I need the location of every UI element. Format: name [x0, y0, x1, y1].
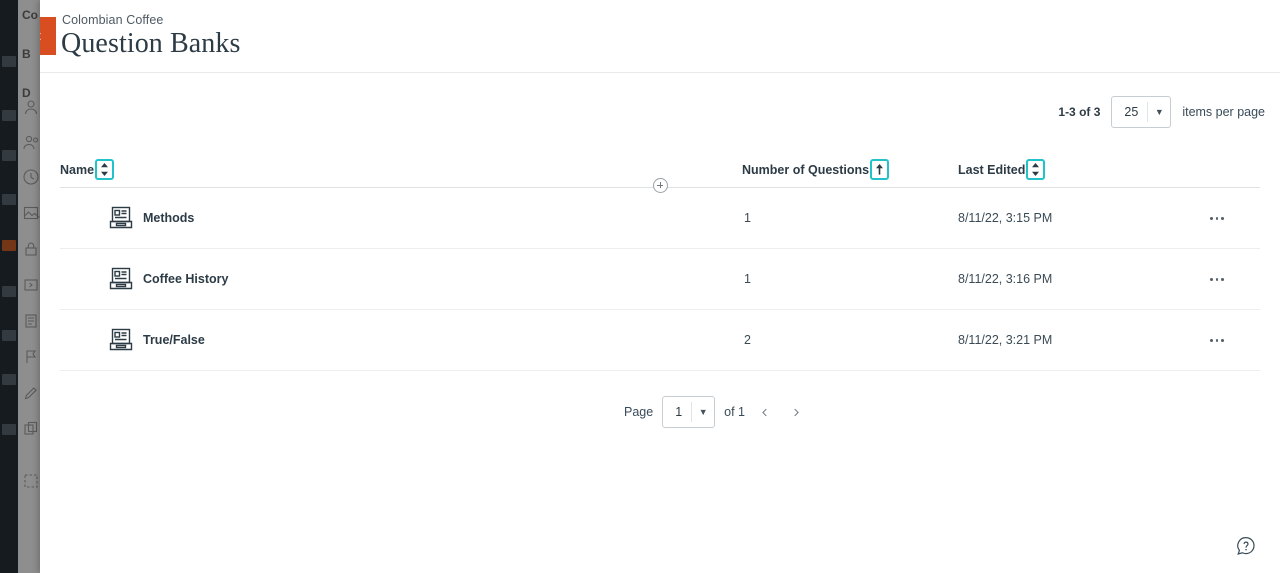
bank-last-edited: 8/11/22, 3:16 PM	[958, 272, 1053, 286]
page-label: Page	[624, 405, 654, 419]
page-total-label: of 1	[724, 405, 746, 419]
document-icon[interactable]	[22, 312, 40, 330]
column-header-number-of-questions: Number of Questions	[742, 159, 890, 180]
chevron-right-icon	[794, 408, 799, 416]
kebab-menu-icon[interactable]	[1204, 329, 1230, 351]
column-header-name: Name	[60, 159, 115, 180]
bank-question-count: 2	[744, 333, 751, 347]
sort-both-icon	[101, 163, 109, 176]
next-page-button[interactable]	[785, 401, 807, 423]
rail-glyph-inbox[interactable]	[2, 240, 16, 251]
help-question-icon	[1237, 536, 1255, 555]
breadcrumb-course-name: Colombian Coffee	[62, 13, 164, 27]
bank-name: Coffee History	[143, 272, 229, 286]
bank-last-edited: 8/11/22, 3:15 PM	[958, 211, 1053, 225]
flag-icon[interactable]	[22, 348, 40, 366]
question-banks-tray: × Colombian Coffee Question Banks 1-3 of…	[40, 0, 1280, 573]
people-icon[interactable]	[22, 133, 40, 151]
clock-icon[interactable]	[22, 168, 40, 186]
course-navigation-panel[interactable]: Co B D	[18, 0, 40, 573]
page-number-select[interactable]: 1 ▼	[662, 396, 716, 428]
page-number-value: 1	[675, 405, 683, 419]
question-bank-icon	[108, 266, 134, 292]
items-per-page-label: items per page	[1182, 105, 1265, 119]
chevron-left-icon	[762, 408, 767, 416]
close-tray-button[interactable]: ×	[40, 17, 56, 55]
items-range-label: 1-3 of 3	[1058, 105, 1101, 119]
previous-page-button[interactable]	[754, 401, 776, 423]
pencil-icon[interactable]	[22, 384, 40, 402]
chevron-down-icon: ▼	[698, 407, 708, 417]
kebab-menu-icon[interactable]	[1204, 268, 1230, 290]
page-title: Question Banks	[61, 28, 241, 59]
tray-header: Colombian Coffee Question Banks	[40, 0, 1280, 73]
sort-ascending-icon	[876, 164, 884, 175]
sort-last-edited-button[interactable]	[1026, 159, 1046, 180]
rail-glyph-help[interactable]	[2, 424, 16, 435]
sort-number-of-questions-button[interactable]	[870, 159, 890, 180]
column-header-name-label: Name	[60, 162, 95, 177]
select-divider	[691, 402, 693, 422]
course-nav-label-2[interactable]: D	[22, 86, 31, 100]
bank-question-count: 1	[744, 211, 751, 225]
close-icon: ×	[40, 17, 56, 55]
rail-glyph-calendar[interactable]	[2, 194, 16, 205]
rail-glyph-history[interactable]	[2, 286, 16, 297]
sort-both-icon	[1032, 163, 1040, 176]
sort-name-button[interactable]	[95, 159, 115, 180]
chevron-down-icon: ▼	[1154, 107, 1164, 117]
kebab-menu-icon[interactable]	[1204, 207, 1230, 229]
help-button[interactable]	[1235, 535, 1257, 557]
table-row[interactable]: True/False 2 8/11/22, 3:21 PM	[60, 310, 1260, 371]
rail-glyph-courses[interactable]	[2, 110, 16, 121]
course-nav-label-0[interactable]: Co	[22, 8, 38, 22]
column-header-number-of-questions-label: Number of Questions	[742, 162, 870, 177]
global-navigation-rail[interactable]	[0, 0, 18, 573]
column-resize-handle[interactable]	[653, 178, 668, 193]
rail-glyph-groups[interactable]	[2, 150, 16, 161]
items-per-page-value: 25	[1124, 105, 1139, 119]
bank-question-count: 1	[744, 272, 751, 286]
rail-glyph-dashboard[interactable]	[2, 56, 16, 67]
rail-glyph-commons[interactable]	[2, 374, 16, 385]
rail-glyph-studio[interactable]	[2, 330, 16, 341]
course-nav-label-1[interactable]: B	[22, 47, 31, 61]
copy-icon[interactable]	[22, 420, 40, 438]
bank-last-edited: 8/11/22, 3:21 PM	[958, 333, 1053, 347]
items-per-page-select[interactable]: 25 ▼	[1111, 96, 1172, 128]
column-header-last-edited-label: Last Edited	[958, 162, 1026, 177]
table-row[interactable]: Methods 1 8/11/22, 3:15 PM	[60, 188, 1260, 249]
person-icon[interactable]	[22, 98, 40, 116]
table-row[interactable]: Coffee History 1 8/11/22, 3:16 PM	[60, 249, 1260, 310]
image-icon[interactable]	[22, 204, 40, 222]
question-banks-table: Name Number of Questions Last Edited	[60, 159, 1260, 371]
question-bank-icon	[108, 327, 134, 353]
bank-name: Methods	[143, 211, 195, 225]
bank-name: True/False	[143, 333, 205, 347]
select-divider	[1147, 102, 1149, 122]
bottom-pagination-controls: Page 1 ▼ of 1	[624, 396, 807, 428]
top-pagination-controls: 1-3 of 3 25 ▼ items per page	[1058, 96, 1265, 128]
table-header-row: Name Number of Questions Last Edited	[60, 159, 1260, 193]
chevron-box-icon[interactable]	[22, 276, 40, 294]
lock-icon[interactable]	[22, 240, 40, 258]
dashed-box-icon[interactable]	[22, 472, 40, 490]
column-header-last-edited: Last Edited	[958, 159, 1046, 180]
question-bank-icon	[108, 205, 134, 231]
